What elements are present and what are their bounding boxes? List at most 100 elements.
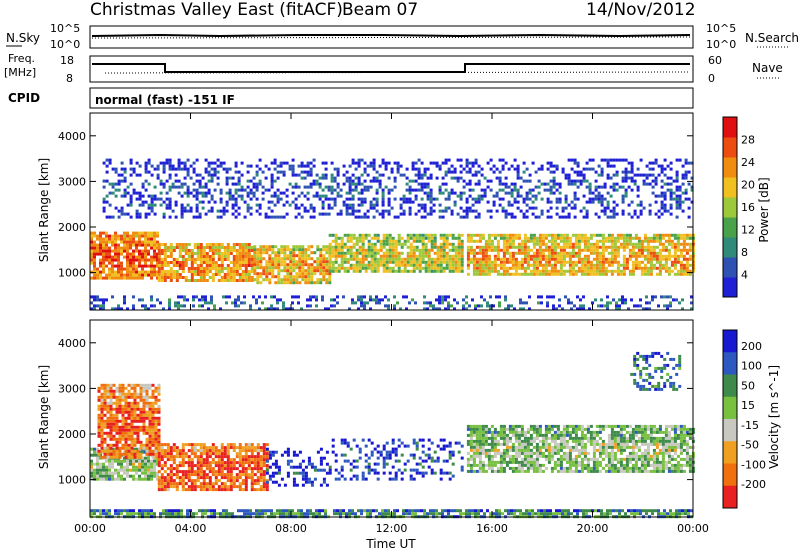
power-cell xyxy=(544,233,548,237)
power-cell xyxy=(571,245,575,249)
power-cell xyxy=(93,270,96,274)
power-cell xyxy=(543,188,547,192)
power-cell xyxy=(114,170,118,174)
power-cell xyxy=(448,269,452,273)
power-cell xyxy=(469,233,473,237)
power-cell xyxy=(621,295,624,299)
power-cell xyxy=(307,266,311,270)
power-cell xyxy=(373,269,377,273)
velocity-cell xyxy=(139,419,143,423)
power-cell xyxy=(646,266,650,270)
velocity-cell xyxy=(151,410,155,414)
velocity-cell xyxy=(217,473,221,477)
velocity-cell xyxy=(106,455,110,459)
power-cell xyxy=(357,161,361,165)
power-cell xyxy=(168,215,172,219)
velocity-cell xyxy=(196,461,200,465)
power-cell xyxy=(394,269,398,273)
power-cell xyxy=(297,173,301,177)
power-cell xyxy=(496,254,500,258)
power-cell xyxy=(220,258,224,261)
power-cell xyxy=(265,278,269,282)
power-cell xyxy=(606,304,609,308)
velocity-cell xyxy=(154,440,158,444)
velocity-cell xyxy=(214,452,218,456)
power-cell xyxy=(541,236,545,240)
velocity-cell xyxy=(175,482,179,486)
power-cell xyxy=(150,209,154,213)
power-cell xyxy=(192,304,195,308)
velocity-cell xyxy=(136,404,140,408)
power-cell xyxy=(586,260,590,264)
velocity-cell xyxy=(105,468,108,472)
power-cell xyxy=(388,233,392,237)
power-cell xyxy=(292,263,296,267)
power-cell xyxy=(457,233,461,237)
velocity-cell xyxy=(154,422,158,426)
power-cell xyxy=(571,263,575,267)
power-cell xyxy=(517,251,521,255)
velocity-cell xyxy=(117,462,120,466)
power-cell xyxy=(291,167,295,171)
power-cell xyxy=(585,215,589,219)
power-cell xyxy=(207,301,210,305)
power-cell xyxy=(387,298,390,302)
power-cell xyxy=(369,200,373,204)
power-cell xyxy=(177,164,181,168)
power-cell xyxy=(102,246,105,250)
power-cell xyxy=(232,261,236,264)
power-cell xyxy=(624,173,628,177)
power-cell xyxy=(454,260,458,264)
power-cell xyxy=(90,246,93,250)
power-cell xyxy=(387,161,391,165)
power-cell xyxy=(562,257,566,261)
power-cell xyxy=(631,242,635,246)
power-cell xyxy=(538,257,542,261)
power-cell xyxy=(529,269,533,273)
power-cell xyxy=(550,236,554,240)
power-cell xyxy=(550,248,554,252)
power-cell xyxy=(594,212,598,216)
power-cell xyxy=(441,215,445,219)
power-cell xyxy=(564,194,568,198)
power-cell xyxy=(376,236,380,240)
power-cell xyxy=(156,255,159,259)
velocity-cell xyxy=(151,419,155,423)
velocity-cell xyxy=(142,398,146,402)
power-cell xyxy=(375,191,379,195)
power-cell xyxy=(411,200,415,204)
power-cell xyxy=(102,307,105,311)
velocity-cell xyxy=(193,455,197,459)
power-cell xyxy=(120,167,124,171)
power-cell xyxy=(621,194,625,198)
power-cell xyxy=(651,179,655,183)
power-cell xyxy=(366,188,370,192)
velocity-cell xyxy=(109,449,113,453)
power-cell xyxy=(408,179,412,183)
power-cell xyxy=(346,239,350,243)
power-cell xyxy=(291,191,295,195)
power-cell xyxy=(432,161,436,165)
power-cell xyxy=(147,234,150,238)
power-cell xyxy=(247,276,251,279)
velocity-cell xyxy=(199,473,203,477)
power-cell xyxy=(360,304,363,308)
power-cell xyxy=(273,161,277,165)
power-cell xyxy=(658,233,662,237)
power-cell xyxy=(519,194,523,198)
power-cell xyxy=(243,188,247,192)
power-cell xyxy=(471,188,475,192)
power-cell xyxy=(412,266,416,270)
velocity-cell xyxy=(139,383,143,387)
power-cell xyxy=(534,170,538,174)
power-cell xyxy=(259,266,263,270)
power-cell xyxy=(414,188,418,192)
power-cell xyxy=(289,260,293,264)
velocity-cell xyxy=(214,470,218,474)
power-cell xyxy=(246,209,250,213)
velocity-cell xyxy=(129,462,132,466)
power-cell xyxy=(516,176,520,180)
velocity-cell xyxy=(223,446,227,450)
power-cell xyxy=(162,164,166,168)
power-cell xyxy=(607,236,611,240)
